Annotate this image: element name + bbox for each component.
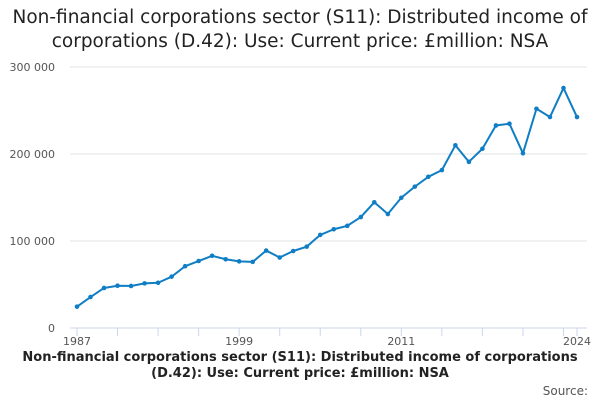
data-point <box>169 274 174 279</box>
data-point <box>115 283 120 289</box>
x-tick-label: 2011 <box>387 335 415 345</box>
data-point <box>466 159 472 165</box>
data-point <box>101 285 107 291</box>
data-point <box>142 281 147 286</box>
data-point <box>290 248 296 254</box>
line-chart: 0 100 000 200 000 300 000 1987 1999 2011 2024 <box>10 61 592 345</box>
data-point <box>574 114 580 120</box>
data-point <box>371 199 377 205</box>
data-point <box>385 211 391 217</box>
x-tick-label: 1987 <box>63 335 91 345</box>
data-point <box>88 294 93 300</box>
y-tick-label: 0 <box>48 322 55 335</box>
data-point <box>128 283 134 289</box>
data-point <box>304 244 310 249</box>
data-point <box>155 280 161 286</box>
data-point <box>223 256 228 262</box>
data-point <box>412 184 418 189</box>
data-point <box>426 174 431 180</box>
y-tick-label: 200 000 <box>10 148 56 161</box>
series-line <box>76 87 578 308</box>
data-point <box>358 214 364 220</box>
data-point <box>439 167 445 173</box>
data-point <box>74 304 80 309</box>
data-point <box>196 258 201 264</box>
data-point <box>236 259 242 264</box>
data-point <box>250 259 255 265</box>
data-point <box>263 248 269 253</box>
data-point <box>561 85 566 91</box>
data-point <box>507 121 512 127</box>
data-point <box>520 151 526 156</box>
data-point <box>480 146 485 152</box>
data-point <box>317 232 323 238</box>
data-point <box>344 223 350 229</box>
data-point <box>277 255 283 260</box>
data-point <box>182 263 188 269</box>
data-point <box>493 123 499 128</box>
data-point <box>534 106 539 112</box>
x-axis-label: Non-financial corporations sector (S11):… <box>22 350 578 381</box>
data-point <box>453 143 458 148</box>
y-tick-label: 100 000 <box>10 235 56 248</box>
chart-title: Non-financial corporations sector (S11):… <box>12 7 588 52</box>
source-label: Source: <box>542 384 588 398</box>
y-tick-label: 300 000 <box>10 61 56 74</box>
x-tick-label: 2024 <box>563 335 591 345</box>
data-point <box>331 226 337 232</box>
x-tick-label: 1999 <box>225 335 253 345</box>
data-point <box>547 114 553 120</box>
data-point <box>209 253 215 259</box>
data-point <box>399 195 404 201</box>
